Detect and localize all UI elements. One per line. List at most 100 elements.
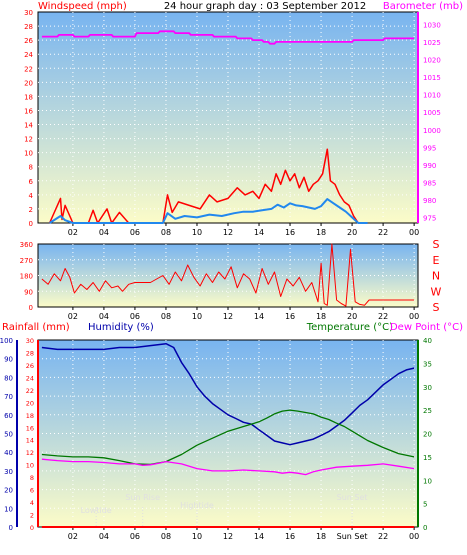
compass-letter: S <box>433 301 440 314</box>
direction-panel-x-tick-label: 02 <box>68 312 78 321</box>
direction-panel-x-tick-label: 16 <box>285 312 295 321</box>
humidity-y-tick-label: 30 <box>4 468 13 476</box>
temperature-y-tick-label: 0 <box>423 524 427 532</box>
temperature-y-tick-label: 15 <box>423 454 432 462</box>
wind-y-tick-label: 2 <box>29 206 33 214</box>
astro-annotation: Lowtide <box>81 506 112 515</box>
wind-y-tick-label: 20 <box>24 79 33 87</box>
wind-y-tick-label: 4 <box>29 192 34 200</box>
chart-title: 24 hour graph day : 03 September 2012 <box>164 1 366 12</box>
climate-panel-x-tick-label: 00 <box>409 532 419 541</box>
rain-y-tick-label: 4 <box>30 499 34 507</box>
direction-panel-x-tick-label: 20 <box>347 312 357 321</box>
direction-panel-x-tick-label: 22 <box>378 312 388 321</box>
astro-annotation: Sun Set <box>337 493 368 502</box>
humidity-y-tick-label: 90 <box>4 356 13 364</box>
rain-y-tick-label: 26 <box>26 362 34 370</box>
rain-y-tick-label: 10 <box>26 462 34 470</box>
direction-y-tick-label: 270 <box>20 257 33 265</box>
rain-y-tick-label: 18 <box>26 412 34 420</box>
wind-panel-x-tick-label: 00 <box>409 228 419 237</box>
temperature-y-tick-label: 40 <box>423 337 432 345</box>
direction-y-tick-label: 90 <box>24 288 33 296</box>
wind-panel-x-tick-label: 14 <box>254 228 264 237</box>
wind-y-tick-label: 28 <box>24 23 33 31</box>
astro-annotation: Hightide <box>180 501 214 510</box>
humidity-series <box>41 342 415 446</box>
rain-y-tick-label: 24 <box>26 374 34 382</box>
wind-y-tick-label: 26 <box>24 37 33 45</box>
humidity-y-tick-label: 40 <box>4 449 13 457</box>
wind-panel-x-tick-label: 20 <box>347 228 357 237</box>
wind-panel-x-tick-label: 08 <box>161 228 171 237</box>
humidity-y-tick-label: 0 <box>9 524 13 532</box>
rain-y-tick-label: 20 <box>26 399 34 407</box>
temperature-y-tick-label: 5 <box>423 501 427 509</box>
climate-panel-x-tick-label: 06 <box>130 532 140 541</box>
barometer-y-tick-label: 1020 <box>423 56 441 64</box>
compass-letter: E <box>433 254 440 267</box>
wind-panel-x-tick-label: 02 <box>68 228 78 237</box>
direction-panel-x-tick-label: 08 <box>161 312 171 321</box>
wind-speed-series <box>48 148 368 224</box>
wind-panel-x-tick-label: 12 <box>223 228 233 237</box>
temperature-axis-title: Temperature (°C) <box>306 322 393 333</box>
direction-panel-x-tick-label: 18 <box>316 312 326 321</box>
humidity-y-tick-label: 70 <box>4 393 13 401</box>
wind-y-tick-label: 24 <box>24 51 33 59</box>
compass-letter: S <box>433 238 440 251</box>
dewpoint-axis-title: Dew Point (°C) <box>390 322 463 333</box>
wind-y-tick-label: 10 <box>24 150 33 158</box>
rain-y-tick-label: 16 <box>26 424 34 432</box>
climate-panel-x-tick-label: 22 <box>378 532 388 541</box>
wind-panel-x-tick-label: 16 <box>285 228 295 237</box>
barometer-y-tick-label: 990 <box>423 162 436 170</box>
wind-y-tick-label: 22 <box>24 65 33 73</box>
humidity-y-tick-label: 80 <box>4 374 13 382</box>
humidity-y-tick-label: 10 <box>4 505 13 513</box>
climate-panel-x-tick-label: 10 <box>192 532 202 541</box>
direction-y-tick-label: 180 <box>20 273 33 281</box>
wind-y-tick-label: 0 <box>29 220 33 228</box>
wind-panel-x-tick-label: 22 <box>378 228 388 237</box>
humidity-axis-title: Humidity (%) <box>88 322 154 333</box>
wind-y-tick-label: 12 <box>24 136 33 144</box>
climate-panel-x-tick-label: 02 <box>68 532 78 541</box>
wind-average-series <box>49 198 368 224</box>
barometer-y-tick-label: 980 <box>423 197 436 205</box>
rainfall-axis-title: Rainfall (mm) <box>2 322 70 333</box>
barometer-y-tick-label: 985 <box>423 180 436 188</box>
climate-panel-x-tick-label: 08 <box>161 532 171 541</box>
climate-panel-x-tick-label: 12 <box>223 532 233 541</box>
wind-panel-x-tick-label: 04 <box>99 228 109 237</box>
rain-y-tick-label: 28 <box>26 349 34 357</box>
barometer-series <box>41 30 415 45</box>
wind-y-tick-label: 18 <box>24 93 33 101</box>
barometer-y-tick-label: 1005 <box>423 109 441 117</box>
direction-panel-x-tick-label: 12 <box>223 312 233 321</box>
direction-panel-x-tick-label: 14 <box>254 312 264 321</box>
astro-annotation: Sun Rise <box>125 493 160 502</box>
wind-panel-plot-area <box>37 11 419 224</box>
barometer-y-tick-label: 995 <box>423 144 436 152</box>
rain-y-tick-label: 6 <box>30 487 34 495</box>
climate-panel-x-tick-label: 04 <box>99 532 109 541</box>
humidity-y-tick-label: 20 <box>4 487 13 495</box>
direction-y-tick-label: 0 <box>29 304 33 312</box>
direction-panel-x-tick-label: 00 <box>409 312 419 321</box>
windspeed-axis-title: Windspeed (mph) <box>38 1 127 12</box>
direction-panel-x-tick-label: 10 <box>192 312 202 321</box>
wind-y-tick-label: 6 <box>29 178 34 186</box>
temperature-y-tick-label: 35 <box>423 360 432 368</box>
climate-panel-x-tick-label: Sun Set <box>337 532 368 541</box>
dewpoint-series <box>41 458 415 476</box>
wind-y-tick-label: 30 <box>24 9 33 17</box>
humidity-y-tick-label: 50 <box>4 431 13 439</box>
wind-y-tick-label: 14 <box>24 122 33 130</box>
compass-letter: W <box>431 285 442 298</box>
rain-y-tick-label: 22 <box>26 387 34 395</box>
rain-y-tick-label: 0 <box>30 524 34 532</box>
direction-panel-x-tick-label: 06 <box>130 312 140 321</box>
rain-y-tick-label: 14 <box>26 437 34 445</box>
rain-y-tick-label: 2 <box>30 512 34 520</box>
